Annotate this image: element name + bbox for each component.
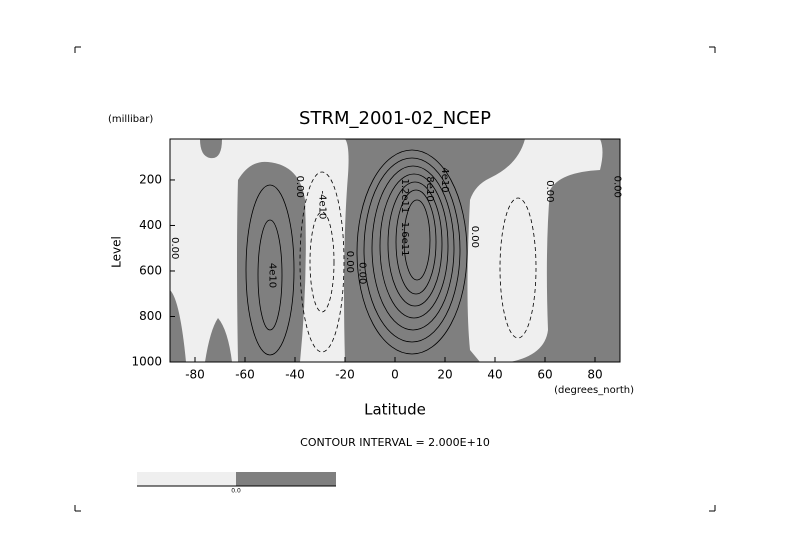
x-unit: (degrees_north) — [554, 385, 634, 396]
contour-label: 0.00 — [357, 262, 368, 284]
contour-label: 1.2e11 — [399, 178, 410, 213]
contour-line — [379, 173, 449, 319]
contour-label: 0.00 — [169, 237, 180, 259]
corner-mark — [709, 46, 716, 53]
contour-line — [499, 197, 537, 339]
x-tick-label: -60 — [235, 368, 255, 382]
contour-label: 0.00 — [469, 226, 480, 248]
y-axis-label: Level — [110, 236, 124, 268]
contour-label: 0.00 — [544, 180, 555, 202]
contour-label: 8e10 — [424, 176, 435, 201]
corner-mark — [709, 505, 716, 512]
contour-line — [299, 171, 345, 353]
chart-title: STRM_2001-02_NCEP — [299, 108, 491, 129]
y-tick-label: 800 — [139, 309, 162, 323]
x-tick-label: -20 — [335, 368, 355, 382]
contour-line — [387, 181, 443, 307]
x-tick-label: 60 — [537, 368, 552, 382]
colorbar-dark — [236, 472, 336, 486]
positive-regions — [170, 139, 620, 362]
region — [510, 139, 620, 362]
contour-label: 0.00 — [344, 251, 355, 273]
region — [205, 318, 232, 362]
contour-line — [403, 199, 431, 281]
contour-label: 0.00 — [294, 176, 305, 198]
corner-mark — [74, 46, 81, 53]
y-tick-label: 400 — [139, 218, 162, 232]
contour-lines — [245, 149, 537, 356]
x-tick-label: -80 — [185, 368, 205, 382]
y-tick-label: 600 — [139, 263, 162, 277]
contour-line — [309, 211, 335, 313]
contour-line — [363, 157, 461, 343]
region — [344, 139, 525, 362]
plot-area — [170, 139, 620, 362]
contour-label: -4e10 — [317, 191, 328, 220]
x-axis-label: Latitude — [364, 401, 426, 419]
contour-label: 0.00 — [612, 176, 623, 198]
contour-label: 4e10 — [439, 167, 450, 192]
contour-interval-note: CONTOUR INTERVAL = 2.000E+10 — [300, 436, 490, 449]
x-tick-label: 80 — [587, 368, 602, 382]
contour-line — [371, 165, 455, 331]
x-tick-label: 0 — [391, 368, 399, 382]
contour-label: 1.6e11 — [399, 222, 410, 257]
contour-line — [257, 219, 283, 331]
contour-line — [395, 189, 437, 295]
region — [170, 290, 186, 362]
y-tick-label: 1000 — [131, 355, 162, 369]
region — [237, 161, 306, 362]
x-tick-label: -40 — [285, 368, 305, 382]
x-tick-label: 20 — [437, 368, 452, 382]
corner-marks — [74, 46, 716, 512]
y-unit: (millibar) — [108, 114, 153, 125]
colorbar-label: 0.0 — [231, 488, 241, 495]
y-tick-label: 200 — [139, 172, 162, 186]
colorbar-light — [137, 472, 236, 486]
x-tick-label: 40 — [487, 368, 502, 382]
corner-mark — [74, 505, 81, 512]
contour-line — [245, 184, 295, 356]
contour-line — [356, 149, 468, 355]
region — [200, 139, 222, 159]
contour-label: 4e10 — [267, 263, 278, 288]
